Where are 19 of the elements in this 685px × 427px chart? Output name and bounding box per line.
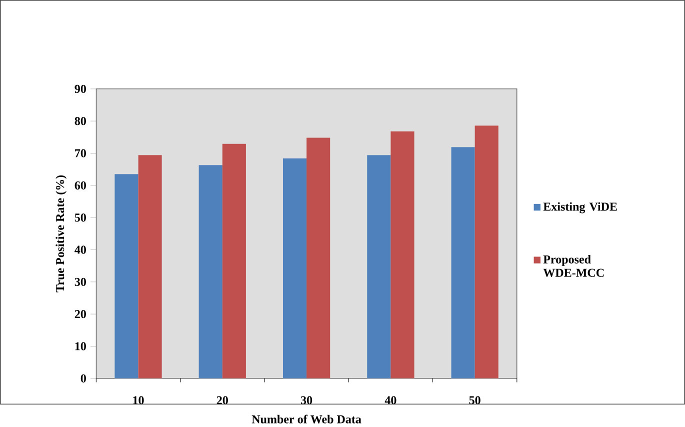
y-tick-label: 70 xyxy=(75,149,86,158)
x-tick-label: 20 xyxy=(216,396,228,404)
y-tick-label: 10 xyxy=(75,342,86,350)
y-tick-label: 60 xyxy=(74,181,86,190)
legend-label: Proposed WDE-MCC xyxy=(543,254,604,277)
y-tick-label: 80 xyxy=(74,116,86,126)
x-axis-title: Number of Web Data xyxy=(252,414,362,424)
y-tick-label: 30 xyxy=(74,278,86,286)
y-tick-label: 50 xyxy=(74,213,86,222)
x-tick-label: 10 xyxy=(133,396,144,404)
x-tick-label: 30 xyxy=(300,396,312,404)
legend-label: Existing ViDE xyxy=(543,202,617,214)
y-tick-label: 0 xyxy=(80,374,86,382)
y-tick-label: 40 xyxy=(74,246,86,254)
y-tick-label: 20 xyxy=(74,310,86,318)
x-tick-label: 50 xyxy=(469,396,480,404)
y-axis-title: True Positive Rate (%) xyxy=(56,175,67,292)
x-tick-label: 40 xyxy=(384,396,396,404)
y-tick-label: 90 xyxy=(74,84,86,93)
